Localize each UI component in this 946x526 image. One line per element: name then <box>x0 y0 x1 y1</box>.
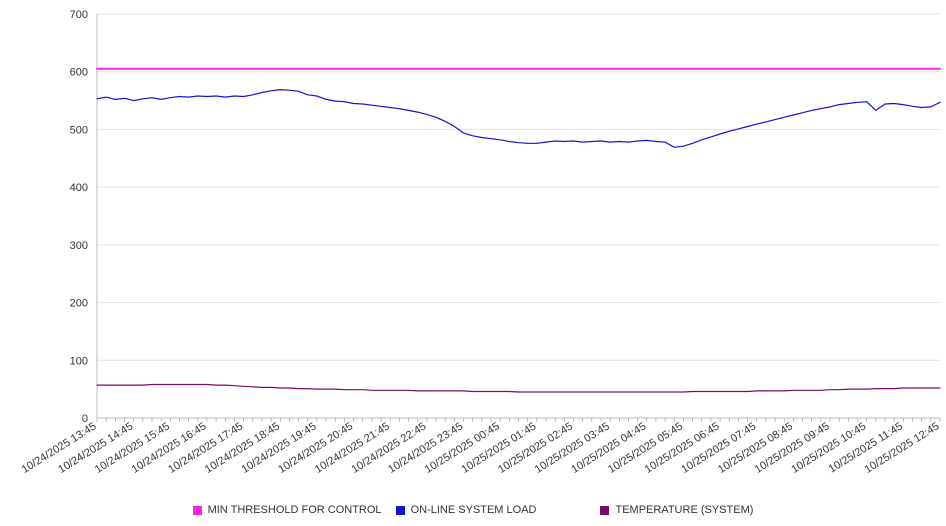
y-tick-label: 200 <box>70 298 88 310</box>
y-tick-label: 0 <box>82 413 88 425</box>
legend-label-min-threshold: MIN THRESHOLD FOR CONTROL <box>207 504 382 516</box>
y-tick-label: 500 <box>70 124 88 136</box>
y-tick-label: 400 <box>70 182 88 194</box>
legend-item-online-system-load: ON-LINE SYSTEM LOAD <box>395 504 537 516</box>
legend-item-temperature-system: TEMPERATURE (SYSTEM) <box>600 504 753 516</box>
legend-swatch-online-system-load-icon <box>395 505 405 515</box>
legend-item-min-threshold: MIN THRESHOLD FOR CONTROL <box>192 504 382 516</box>
legend-label-temperature-system: TEMPERATURE (SYSTEM) <box>615 504 754 516</box>
legend-swatch-temperature-system-icon <box>600 505 610 515</box>
y-tick-label: 700 <box>70 9 88 21</box>
y-tick-label: 300 <box>70 240 88 252</box>
chart-legend: MIN THRESHOLD FOR CONTROL ON-LINE SYSTEM… <box>0 504 946 516</box>
series-line-on-line-system-load <box>96 88 941 148</box>
series-line-temperature-system- <box>96 383 941 393</box>
legend-label-online-system-load: ON-LINE SYSTEM LOAD <box>410 504 537 516</box>
y-tick-label: 100 <box>70 355 88 367</box>
y-tick-label: 600 <box>70 67 88 79</box>
legend-swatch-min-threshold-icon <box>192 505 202 515</box>
plot-area: 0 100 200 300 400 500 600 700 10/24/2025 13:45 10… <box>20 9 942 476</box>
